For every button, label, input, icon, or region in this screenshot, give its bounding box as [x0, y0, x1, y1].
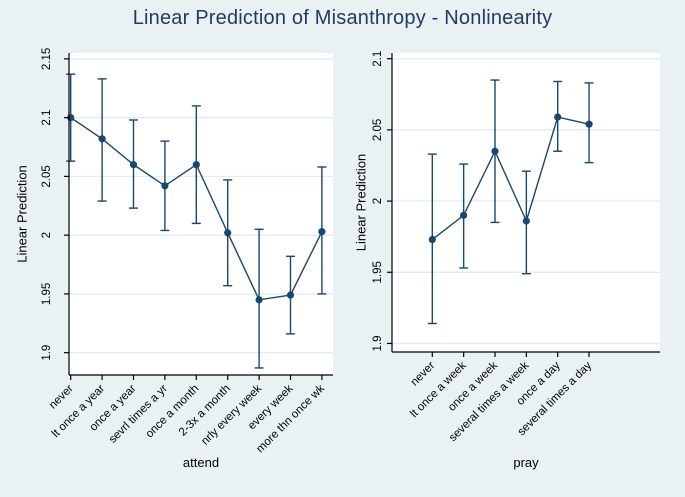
data-point: [554, 113, 562, 121]
data-point: [522, 217, 530, 225]
x-axis-title: pray: [513, 455, 539, 470]
data-point: [460, 211, 468, 219]
data-point: [585, 120, 593, 128]
y-tick-label: 2.1: [41, 110, 53, 126]
y-tick-label: 1.9: [41, 345, 53, 361]
x-tick-label: lt once a week: [408, 359, 469, 420]
y-tick-label: 1.9: [372, 335, 384, 351]
data-point: [98, 135, 106, 143]
data-point: [286, 291, 295, 299]
y-axis-title: Linear Prediction: [15, 165, 30, 263]
chart-title: Linear Prediction of Misanthropy - Nonli…: [132, 7, 553, 29]
y-tick-label: 2.1: [372, 51, 384, 67]
data-point: [255, 296, 263, 304]
x-tick-label: never: [409, 360, 438, 389]
y-tick-label: 2.05: [41, 165, 53, 187]
data-point: [192, 161, 200, 169]
y-tick-label: 2.05: [372, 119, 384, 141]
y-tick-label: 2.15: [41, 48, 53, 70]
data-point: [491, 147, 499, 155]
y-tick-label: 2: [372, 198, 384, 204]
data-point: [428, 235, 436, 244]
data-point: [161, 182, 169, 190]
y-tick-label: 1.95: [372, 261, 384, 283]
y-tick-label: 1.95: [41, 283, 53, 305]
plot-area: [69, 53, 333, 375]
data-point: [318, 228, 326, 236]
y-axis-title: Linear Prediction: [354, 154, 369, 252]
x-tick-label: never: [47, 383, 76, 412]
data-point: [129, 161, 138, 169]
x-axis-title: attend: [183, 455, 219, 470]
data-point: [224, 229, 232, 237]
y-tick-label: 2: [41, 232, 53, 238]
series-line: [431, 116, 590, 241]
